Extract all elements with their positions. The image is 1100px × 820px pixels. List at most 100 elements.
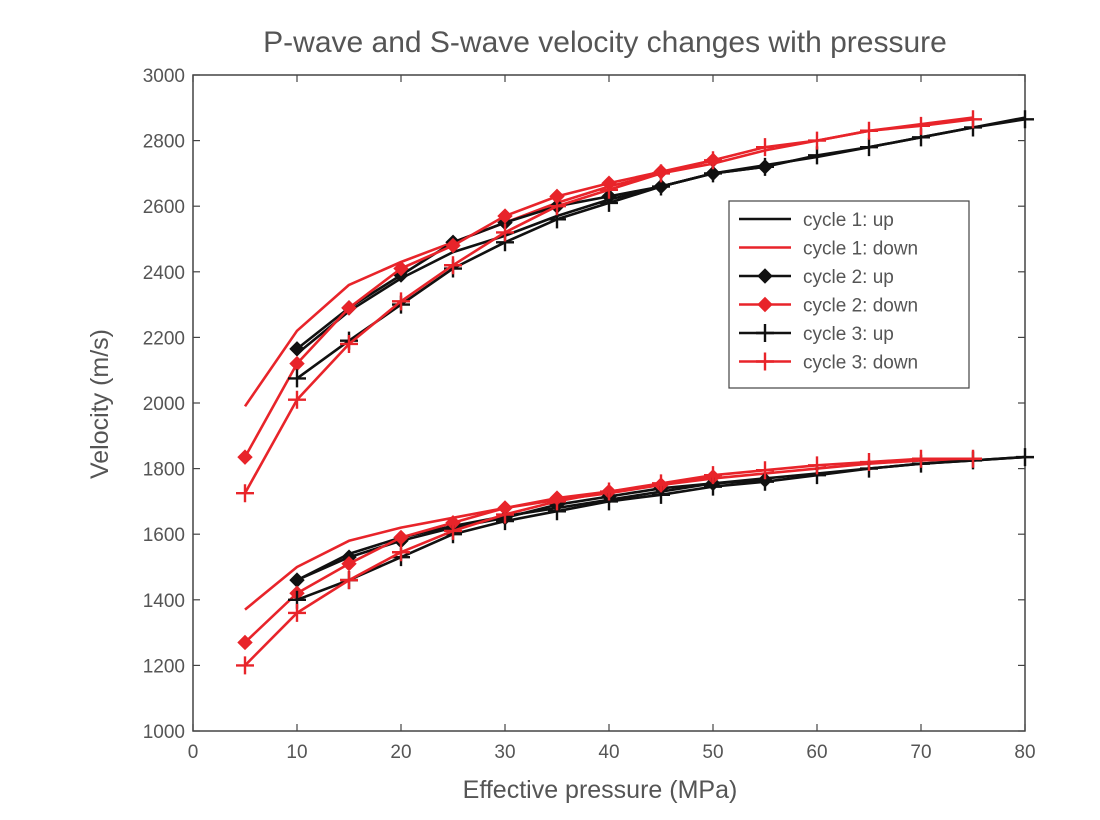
legend-item: cycle 1: up bbox=[739, 210, 894, 231]
y-axis-label: Velocity (m/s) bbox=[86, 329, 114, 479]
data-point-s-wave-cycle-3-down bbox=[704, 466, 722, 485]
series-line-s-wave-cycle-2-down bbox=[244, 475, 714, 644]
legend-label: cycle 3: down bbox=[803, 353, 918, 374]
x-tick-label: 40 bbox=[598, 742, 619, 763]
series-p-wave-cycle-2-down bbox=[237, 152, 721, 465]
data-point-s-wave-cycle-3-down bbox=[808, 456, 826, 475]
data-point-p-wave-cycle-3-down bbox=[964, 110, 982, 129]
data-point-s-wave-cycle-2-down bbox=[237, 634, 253, 651]
legend-marker bbox=[756, 324, 774, 342]
legend-marker bbox=[756, 352, 774, 371]
data-point-p-wave-cycle-2-down bbox=[445, 237, 461, 254]
legend-label: cycle 2: up bbox=[803, 267, 894, 288]
chart-title: P-wave and S-wave velocity changes with … bbox=[263, 26, 947, 59]
data-point-s-wave-cycle-3-down bbox=[964, 449, 982, 468]
data-point-p-wave-cycle-2-up bbox=[289, 341, 305, 357]
data-point-p-wave-cycle-3-down bbox=[912, 116, 930, 135]
x-tick-label: 80 bbox=[1014, 742, 1035, 763]
series-s-wave-cycle-2-up bbox=[289, 472, 773, 588]
data-point-p-wave-cycle-3-down bbox=[236, 484, 254, 503]
x-tick-label: 50 bbox=[702, 742, 723, 763]
legend-item: cycle 1: down bbox=[739, 239, 918, 260]
legend: cycle 1: up cycle 1: down cycle 2: up cycle… bbox=[728, 200, 970, 389]
data-point-p-wave-cycle-3-down bbox=[600, 180, 618, 199]
legend-item: cycle 3: up bbox=[739, 324, 894, 345]
x-tick-label: 60 bbox=[806, 742, 827, 763]
legend-marker bbox=[757, 268, 773, 284]
data-point-p-wave-cycle-3-down bbox=[392, 292, 410, 311]
series-line-p-wave-cycle-2-down bbox=[243, 159, 714, 458]
data-point-p-wave-cycle-3-down bbox=[340, 334, 358, 353]
data-point-p-wave-cycle-3-down bbox=[704, 151, 722, 170]
data-point-p-wave-cycle-3-up bbox=[756, 157, 774, 176]
y-tick-label: 1200 bbox=[143, 656, 185, 677]
y-tick-label: 2000 bbox=[143, 394, 185, 415]
y-tick-label: 1400 bbox=[143, 591, 185, 612]
data-point-s-wave-cycle-3-down bbox=[652, 474, 670, 493]
y-tick-label: 2600 bbox=[143, 197, 185, 218]
y-tick-label: 1600 bbox=[143, 525, 185, 546]
data-point-s-wave-cycle-3-down bbox=[496, 505, 514, 524]
y-tick-label: 1000 bbox=[143, 722, 185, 743]
legend-label: cycle 3: up bbox=[803, 324, 894, 345]
series-line-s-wave-cycle-2-up bbox=[296, 478, 766, 582]
data-point-s-wave-cycle-3-down bbox=[912, 449, 930, 468]
data-point-s-wave-cycle-3-down bbox=[860, 453, 878, 472]
data-point-p-wave-cycle-2-down bbox=[237, 449, 253, 465]
data-point-p-wave-cycle-3-down bbox=[496, 223, 514, 242]
x-tick-label: 0 bbox=[188, 742, 199, 763]
x-axis-label: Effective pressure (MPa) bbox=[463, 776, 738, 804]
legend-label: cycle 1: down bbox=[803, 239, 918, 260]
data-point-s-wave-cycle-3-down bbox=[444, 521, 462, 540]
x-tick-label: 10 bbox=[286, 742, 307, 763]
data-point-s-wave-cycle-3-down bbox=[392, 543, 410, 562]
y-tick-label: 2200 bbox=[143, 328, 185, 349]
series-layer bbox=[236, 110, 1034, 675]
x-tick-label: 30 bbox=[494, 742, 515, 763]
data-point-p-wave-cycle-3-up bbox=[860, 138, 878, 157]
data-point-s-wave-cycle-3-down bbox=[548, 492, 566, 511]
data-point-p-wave-cycle-3-up bbox=[1016, 110, 1034, 129]
data-point-p-wave-cycle-3-down bbox=[756, 138, 774, 157]
series-line-p-wave-cycle-2-up bbox=[296, 165, 766, 350]
legend-label: cycle 1: up bbox=[803, 210, 894, 231]
series-p-wave-cycle-3-up bbox=[288, 110, 1034, 388]
axis-ticks: 0 10 20 30 40 50 60 70 80 1000 1200 1400 1600 1800 200… bbox=[143, 66, 1036, 763]
y-tick-label: 2800 bbox=[143, 132, 185, 153]
data-point-p-wave-cycle-3-down bbox=[808, 131, 826, 150]
y-tick-label: 3000 bbox=[143, 66, 185, 87]
data-point-s-wave-cycle-2-up bbox=[289, 572, 305, 588]
data-point-p-wave-cycle-3-up bbox=[288, 369, 306, 388]
data-point-s-wave-cycle-3-down bbox=[756, 461, 774, 480]
series-p-wave-cycle-2-up bbox=[289, 159, 773, 357]
legend-item: cycle 2: down bbox=[739, 296, 918, 317]
data-point-p-wave-cycle-3-down bbox=[444, 256, 462, 275]
data-point-s-wave-cycle-3-down bbox=[600, 482, 618, 501]
legend-marker bbox=[757, 296, 773, 313]
x-tick-label: 20 bbox=[390, 742, 411, 763]
plot-area bbox=[192, 74, 1026, 732]
y-tick-label: 2400 bbox=[143, 263, 185, 284]
legend-label: cycle 2: down bbox=[803, 296, 918, 317]
data-point-p-wave-cycle-3-down bbox=[652, 164, 670, 183]
data-point-p-wave-cycle-3-down bbox=[288, 390, 306, 409]
data-point-p-wave-cycle-2-down bbox=[393, 260, 409, 277]
y-tick-label: 1800 bbox=[143, 460, 185, 481]
x-tick-label: 70 bbox=[910, 742, 931, 763]
data-point-p-wave-cycle-2-down bbox=[341, 300, 357, 316]
series-line-s-wave-cycle-1-down bbox=[244, 457, 974, 611]
legend-box bbox=[728, 200, 970, 389]
data-point-s-wave-cycle-3-down bbox=[236, 656, 254, 675]
data-point-s-wave-cycle-3-down bbox=[340, 571, 358, 590]
data-point-p-wave-cycle-2-down bbox=[497, 208, 513, 224]
legend-item: cycle 2: up bbox=[739, 267, 894, 288]
data-point-p-wave-cycle-3-down bbox=[548, 197, 566, 216]
series-s-wave-cycle-1-down bbox=[244, 457, 974, 611]
series-p-wave-cycle-3-down bbox=[236, 110, 982, 503]
data-point-s-wave-cycle-3-up bbox=[1016, 448, 1034, 467]
data-point-p-wave-cycle-3-down bbox=[860, 121, 878, 140]
legend-item: cycle 3: down bbox=[739, 352, 918, 374]
data-point-s-wave-cycle-2-down bbox=[341, 556, 357, 572]
